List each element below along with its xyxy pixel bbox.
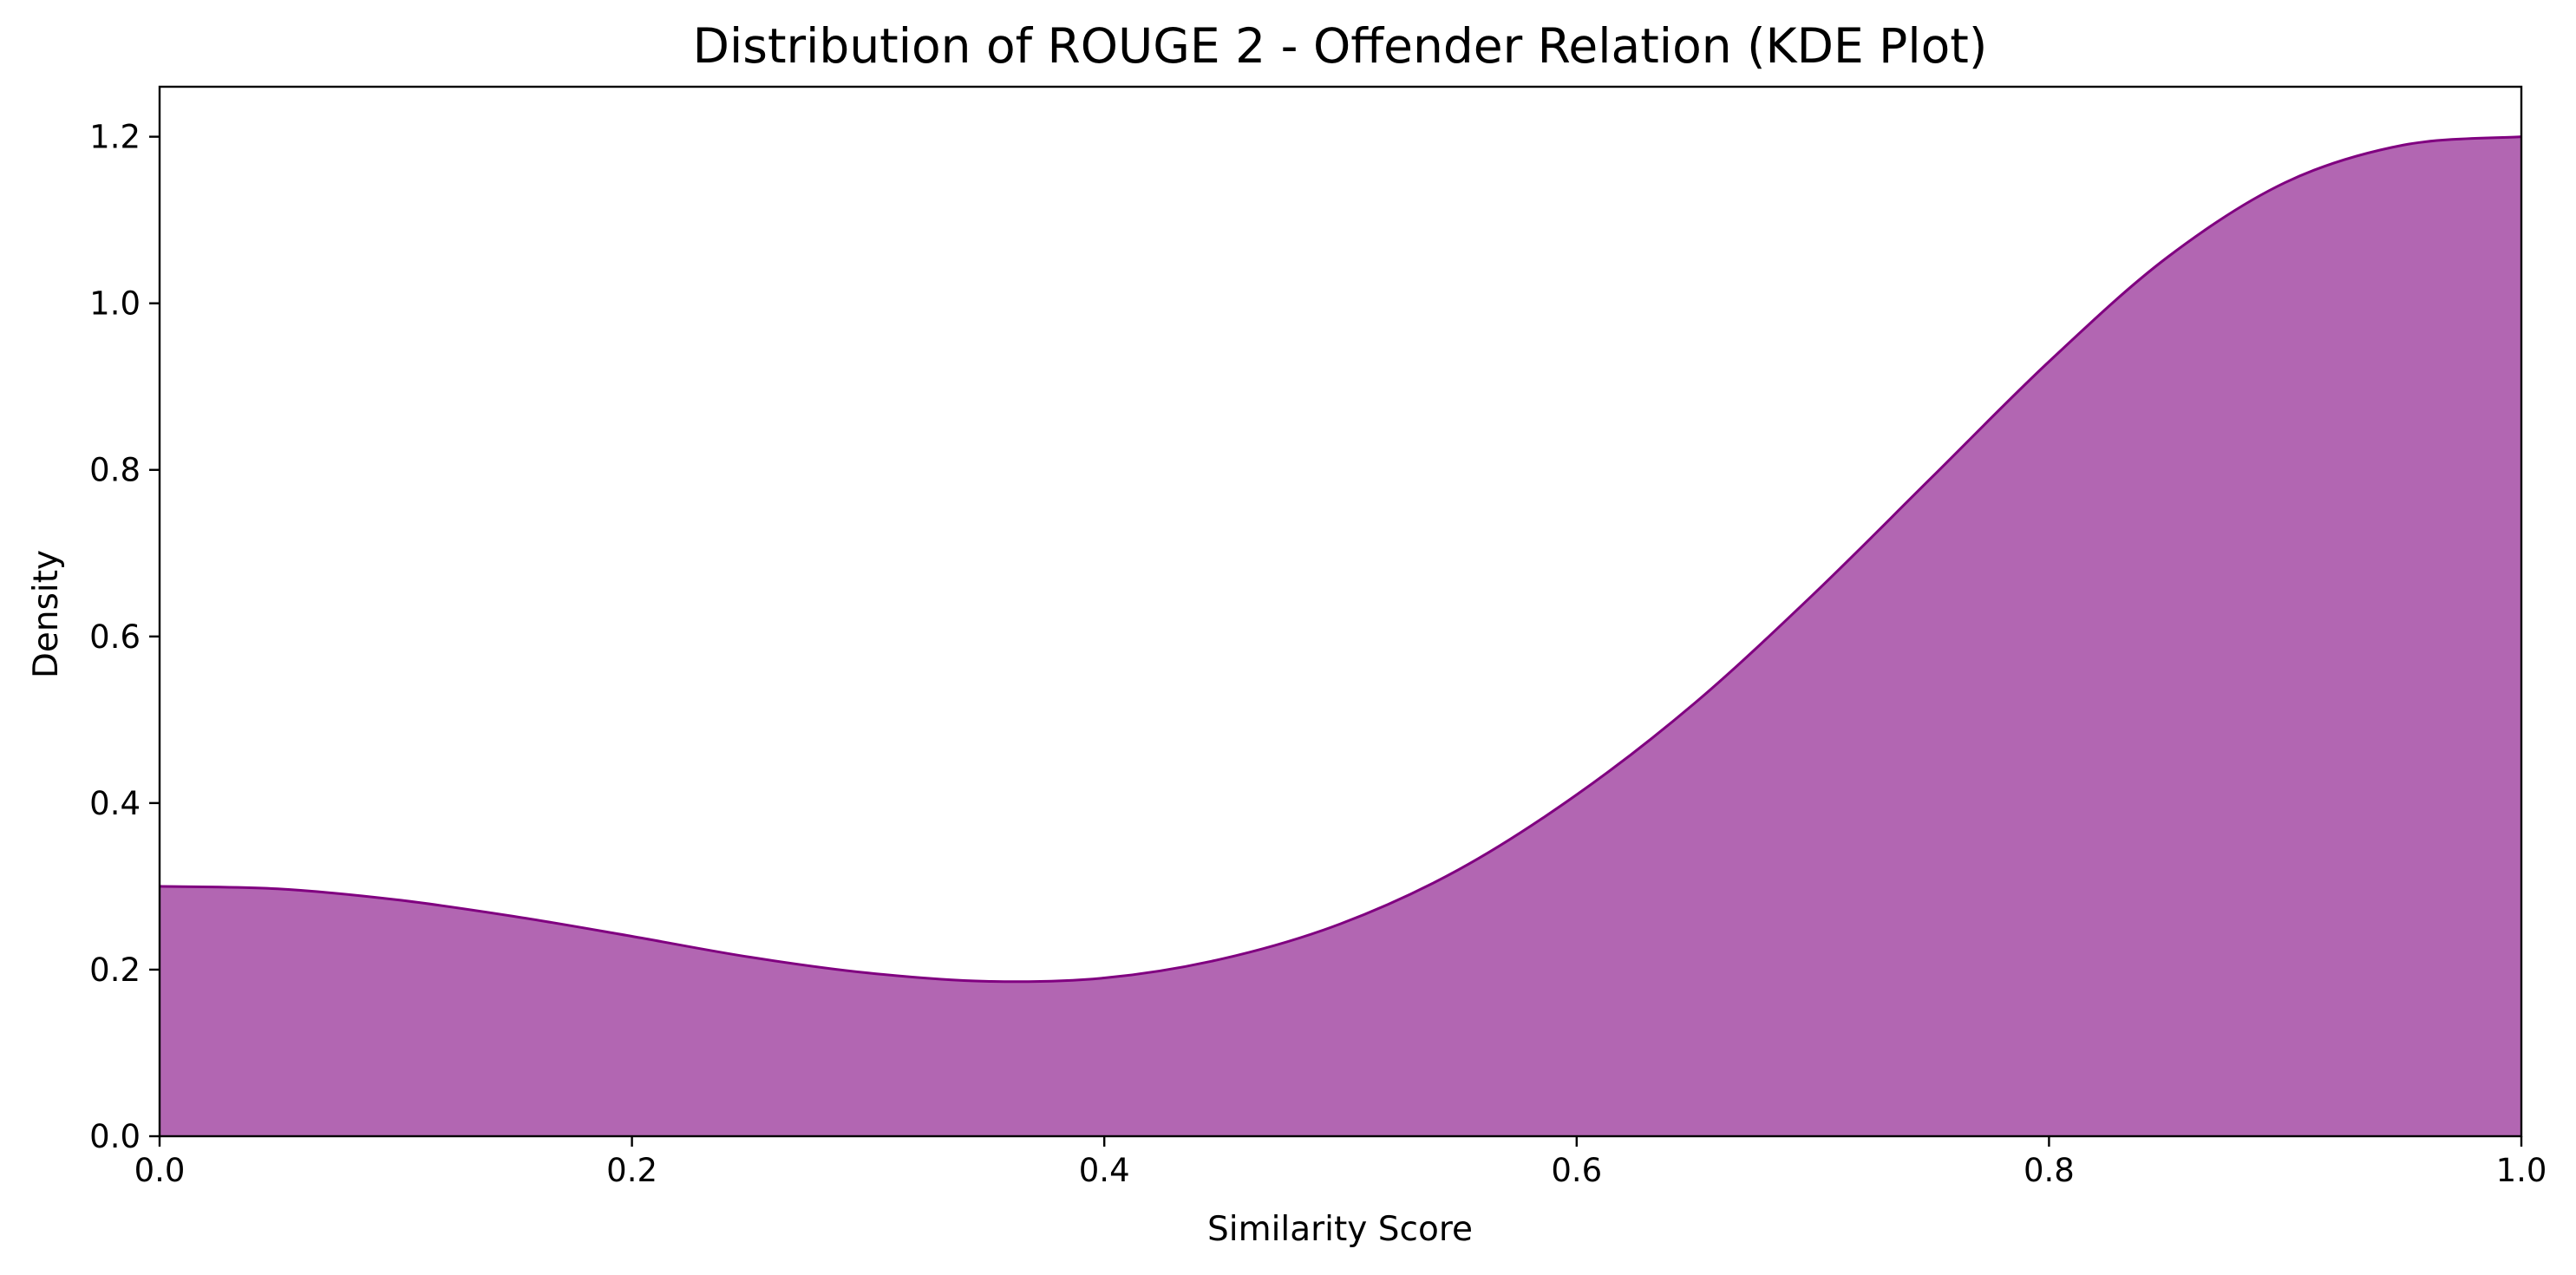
y-tick-label: 0.0 [89,1118,141,1155]
y-tick-label: 0.6 [89,618,141,656]
x-axis-label: Similarity Score [1207,1210,1473,1249]
x-tick-label: 0.8 [2024,1152,2075,1189]
x-tick-label: 1.0 [2496,1152,2547,1189]
x-tick-label: 0.0 [134,1152,186,1189]
y-axis-label: Density [27,550,66,678]
y-tick-label: 0.4 [89,785,141,822]
y-tick-label: 0.2 [89,951,141,989]
y-tick-label: 1.0 [89,285,141,323]
kde-curve-line [159,135,2522,984]
y-tick-label: 1.2 [89,119,141,156]
kde-area-fill [160,136,2521,1136]
y-axis: 0.0 0.2 0.4 0.6 0.8 1.0 1.2 [89,119,160,1155]
x-tick-label: 0.6 [1551,1152,1602,1189]
x-tick-label: 0.4 [1079,1152,1130,1189]
x-tick-label: 0.2 [606,1152,657,1189]
plot-area [158,85,2523,1138]
x-axis: 0.0 0.2 0.4 0.6 0.8 1.0 [134,1136,2547,1189]
y-tick-label: 0.8 [89,452,141,489]
chart-title: Distribution of ROUGE 2 - Offender Relat… [693,18,1988,74]
plot-frame [158,85,2523,1138]
